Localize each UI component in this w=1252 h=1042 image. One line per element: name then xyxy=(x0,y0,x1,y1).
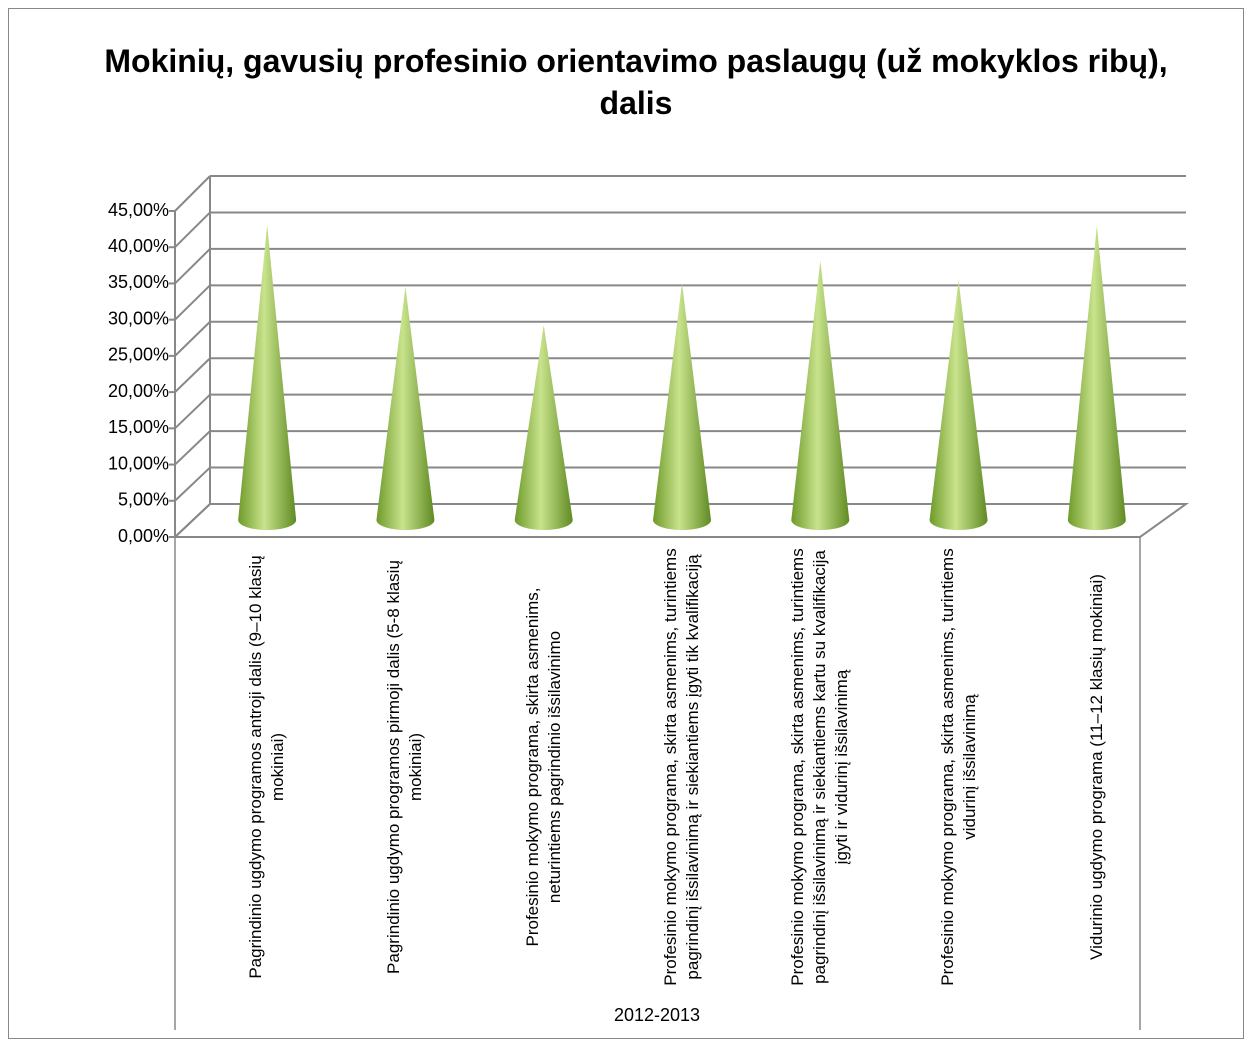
chart-title: Mokinių, gavusių profesinio orientavimo … xyxy=(104,43,1168,121)
x-tick-label: Profesinio mokymo programa, skirta asmen… xyxy=(788,548,852,986)
y-tick-label: 10,00% xyxy=(108,453,169,473)
grid-line xyxy=(174,175,211,212)
y-tick-label: 35,00% xyxy=(108,272,169,292)
x-tick-label: Pagrindinio ugdymo programos pirmoji dal… xyxy=(384,560,426,974)
cone xyxy=(1067,225,1126,530)
cone xyxy=(514,325,573,530)
grid-line xyxy=(174,321,211,357)
y-tick-label: 5,00% xyxy=(118,490,169,510)
grid-line xyxy=(174,357,211,393)
y-tick-label: 25,00% xyxy=(108,345,169,365)
grid-line xyxy=(174,503,211,538)
cone xyxy=(376,286,435,530)
x-group-label: 2012-2013 xyxy=(613,1005,701,1025)
grid-line xyxy=(174,248,211,285)
y-tick-label: 15,00% xyxy=(108,417,169,437)
y-tick-label: 45,00% xyxy=(108,200,169,220)
x-tick-label: Profesinio mokymo programa, skirta asmen… xyxy=(522,587,564,947)
x-tick-label: Pagrindinio ugdymo programos antroji dal… xyxy=(246,555,288,979)
y-tick-label: 20,00% xyxy=(108,381,169,401)
grid-line xyxy=(174,211,211,248)
grid-line xyxy=(174,466,211,502)
x-tick-label: Profesinio mokymo programa, skirta asmen… xyxy=(661,548,702,986)
x-tick-label: Profesinio mokymo programa, skirta asmen… xyxy=(937,548,979,986)
grid-line xyxy=(174,284,211,321)
y-tick-label: 30,00% xyxy=(108,308,169,328)
cone xyxy=(791,260,850,530)
grid-line xyxy=(174,430,211,466)
frame xyxy=(8,8,1244,1039)
y-tick-label: 0,00% xyxy=(118,526,169,546)
y-tick-label: 40,00% xyxy=(108,236,169,256)
cone xyxy=(238,225,297,530)
x-tick-label: Vidurinio ugdymo programa (11–12 klasių … xyxy=(1086,574,1106,960)
cone xyxy=(929,280,988,530)
cone xyxy=(653,283,711,530)
grid-line xyxy=(174,393,211,430)
